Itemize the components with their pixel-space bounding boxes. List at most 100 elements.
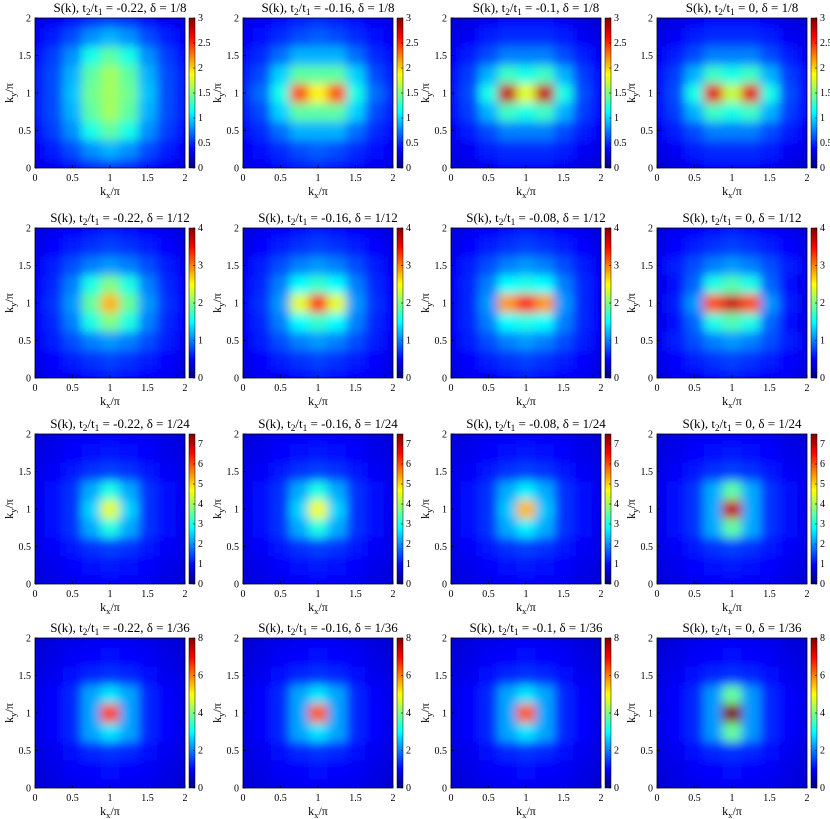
heatmap-cell (685, 158, 705, 168)
y-tick-label: 0 (442, 784, 447, 795)
x-tick-label: 0.5 (482, 173, 495, 184)
text-part: y (216, 712, 226, 717)
heatmap (35, 228, 185, 378)
heatmap-cell (778, 228, 799, 238)
heatmap-cell (591, 139, 601, 160)
heatmap-cell (554, 46, 574, 66)
text-part: = 0, δ = 1/36 (732, 620, 802, 635)
heatmap-cell (516, 312, 536, 332)
heatmap-cell (497, 256, 518, 276)
heatmap-cell (35, 18, 45, 28)
x-tick-label: 1.5 (349, 589, 362, 600)
heatmap-cell (327, 83, 347, 103)
heatmap-cell (797, 647, 807, 667)
heatmap-cell (572, 647, 593, 667)
heatmap-cell (572, 312, 593, 332)
heatmap-cell (289, 759, 310, 780)
panel-title: S(k), t2/t1 = -0.1, δ = 1/8 (473, 0, 600, 18)
y-tick-label: 0 (234, 374, 239, 385)
heatmap-cell (252, 256, 272, 276)
heatmap-cell (722, 574, 742, 584)
heatmap-cell (252, 434, 272, 444)
heatmap-cell (572, 139, 593, 160)
text-part: y (8, 302, 18, 307)
heatmap-cell (460, 256, 480, 276)
heatmap-cell (451, 462, 461, 482)
heatmap-cell (44, 27, 64, 47)
heatmap-cell (100, 722, 120, 742)
heatmap-cell (703, 158, 724, 168)
heatmap-cell (741, 27, 761, 47)
heatmap-cell (451, 256, 461, 276)
colorbar-tick-label: 1.5 (614, 88, 627, 99)
text-part: k (100, 184, 106, 198)
heatmap-cell (63, 18, 83, 28)
heatmap-cell (741, 647, 761, 667)
heatmap-cell (741, 684, 761, 705)
heatmap-cell (44, 462, 64, 482)
heatmap-cell (479, 443, 499, 463)
heatmap-cell (63, 684, 83, 705)
heatmap-cell (119, 462, 139, 482)
colorbar-tick-label: 2.5 (614, 38, 627, 49)
colorbar-tick-label: 4 (406, 223, 411, 234)
y-tick-label: 1.5 (435, 261, 448, 272)
heatmap-cell (100, 574, 120, 584)
heatmap-cells (243, 228, 393, 378)
heatmap-cell (497, 64, 518, 85)
heatmap-cell (657, 27, 667, 47)
heatmap-cell (327, 274, 347, 295)
heatmap-cell (497, 312, 518, 332)
heatmap-cell (591, 312, 601, 332)
heatmap-cell (252, 293, 272, 313)
text-part: k (624, 307, 638, 313)
heatmap-cell (138, 368, 158, 378)
heatmap-cell (666, 331, 686, 351)
heatmap-cell (451, 18, 461, 28)
heatmap-cell (657, 83, 667, 103)
heatmap-cell (657, 684, 667, 705)
heatmap-cell (591, 462, 601, 482)
heatmap-cell (460, 778, 480, 788)
heatmap-cell (289, 518, 310, 538)
heatmap-cell (516, 158, 536, 168)
colorbar-tick-label: 1 (406, 113, 411, 124)
heatmap-cell (554, 349, 574, 370)
heatmap-cell (156, 331, 177, 351)
heatmap-cell (138, 462, 158, 482)
colorbar-tick-label: 7 (820, 439, 825, 450)
heatmap (243, 228, 393, 378)
colorbar-tick-label: 2 (820, 63, 825, 74)
y-tick-label: 1.5 (19, 671, 32, 682)
x-tick-label: 0 (655, 383, 660, 394)
heatmap-cell (778, 555, 799, 576)
heatmap-cell (346, 759, 366, 780)
heatmap-cell (535, 443, 555, 463)
heatmap-cell (591, 102, 601, 122)
heatmap-cell (63, 443, 83, 463)
x-tick-label: 1.5 (557, 383, 570, 394)
y-tick-label: 2 (234, 14, 239, 25)
heatmap-cell (156, 722, 177, 742)
text-part: /π (526, 394, 535, 408)
heatmap-cells (243, 434, 393, 584)
heatmap-cell (308, 368, 328, 378)
heatmap-cell (175, 574, 185, 584)
colorbar-tick-label: 5 (614, 479, 619, 490)
heatmap-cell (554, 518, 574, 538)
heatmap-cell (327, 121, 347, 141)
y-tick-label: 1.5 (641, 261, 654, 272)
heatmap-cell (722, 480, 742, 501)
heatmap-cell (243, 684, 253, 705)
heatmap-cell (479, 139, 499, 160)
heatmap-cell (346, 293, 366, 313)
heatmap-cell (119, 518, 139, 538)
heatmap-cell (271, 499, 291, 519)
heatmap-cell (497, 331, 518, 351)
heatmap-cell (760, 228, 780, 238)
heatmap-cell (271, 64, 291, 85)
heatmap-cell (479, 462, 499, 482)
heatmap-cell (535, 778, 555, 788)
heatmap-cell (327, 647, 347, 667)
heatmap-cell (722, 237, 742, 257)
